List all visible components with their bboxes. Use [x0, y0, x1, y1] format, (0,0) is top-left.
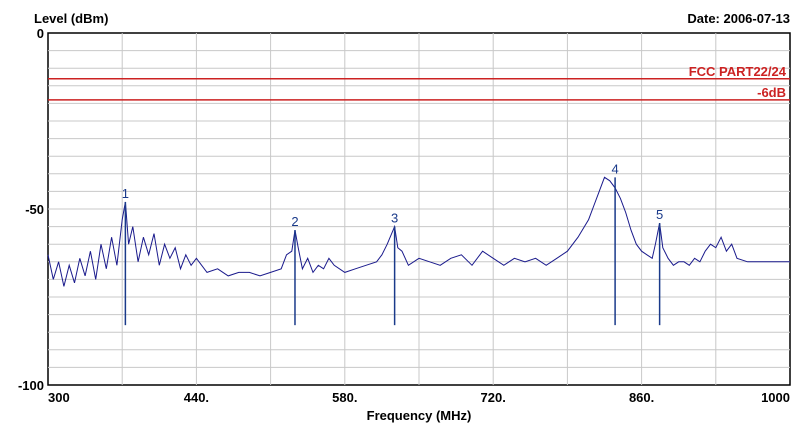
y-tick-label: -100 [18, 378, 44, 393]
x-tick-label: 440. [184, 390, 209, 405]
marker-label: 4 [611, 161, 618, 176]
y-axis-title: Level (dBm) [34, 11, 108, 26]
x-tick-label: 580. [332, 390, 357, 405]
x-tick-label: 720. [481, 390, 506, 405]
series-trace [47, 176, 790, 287]
y-tick-label: -50 [25, 202, 44, 217]
limit-line-label: -6dB [757, 85, 786, 100]
x-tick-label: 300 [48, 390, 70, 405]
marker-label: 1 [122, 186, 129, 201]
marker-label: 2 [291, 214, 298, 229]
x-tick-label: 1000 [761, 390, 790, 405]
x-tick-label: 860. [629, 390, 654, 405]
limit-line-label: FCC PART22/24 [689, 64, 787, 79]
y-tick-label: 0 [37, 26, 44, 41]
marker-label: 5 [656, 207, 663, 222]
marker-label: 3 [391, 211, 398, 226]
x-axis-title: Frequency (MHz) [367, 408, 472, 423]
date-label: Date: 2006-07-13 [687, 11, 790, 26]
